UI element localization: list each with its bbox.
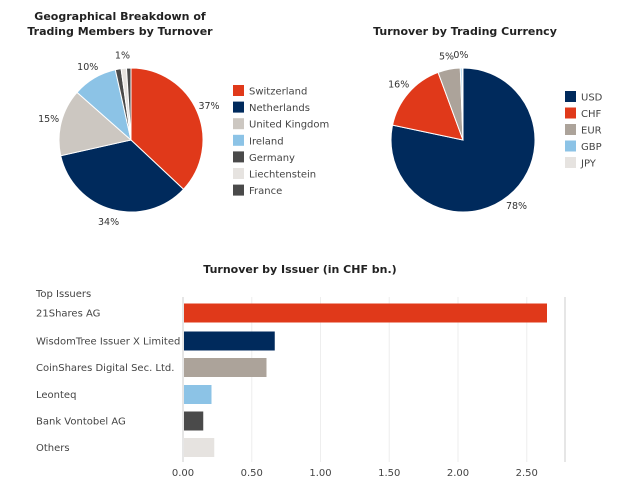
legend-label-switzerland: Switzerland — [249, 87, 307, 98]
x-tick-label: 0.00 — [172, 468, 194, 479]
pie2-data-label: 78% — [506, 201, 527, 212]
x-tick-label: 1.00 — [309, 468, 331, 479]
category-label: Leonteq — [36, 390, 76, 401]
legend-swatch — [233, 151, 244, 163]
pie1-data-label: 1% — [115, 50, 130, 61]
legend-swatch — [233, 184, 244, 196]
x-tick-label: 2.00 — [447, 468, 469, 479]
pie2-slice-usd — [390, 67, 536, 213]
legend-swatch — [233, 118, 244, 130]
category-label: CoinShares Digital Sec. Ltd. — [36, 363, 174, 374]
category-label: Bank Vontobel AG — [36, 417, 126, 428]
pie1-slice-netherlands — [60, 139, 185, 213]
legend-label-ireland: Ireland — [249, 136, 284, 147]
legend-swatch — [565, 91, 576, 102]
legend-swatch — [565, 124, 576, 135]
category-label: Others — [36, 443, 70, 454]
pie1-slice-united-kingdom — [58, 91, 133, 157]
bar-21shares-ag — [184, 303, 547, 323]
y-axis-title: Top Issuers — [35, 289, 91, 300]
pie2-data-label: 5% — [439, 52, 454, 63]
pie1-data-label: 34% — [98, 217, 119, 228]
legend-swatch — [233, 134, 244, 146]
pie1-slice-switzerland — [130, 67, 204, 190]
bar-leonteq — [184, 385, 212, 404]
legend-label-gbp: GBP — [581, 142, 602, 153]
legend-swatch — [233, 168, 244, 179]
legend-label-eur: EUR — [581, 126, 602, 137]
bar-bank-vontobel-ag — [184, 411, 204, 431]
legend-label-netherlands: Netherlands — [249, 103, 310, 114]
legend-swatch — [233, 85, 244, 96]
x-tick-label: 0.50 — [241, 468, 263, 479]
legend-label-chf: CHF — [581, 109, 602, 120]
x-tick-label: 2.50 — [516, 468, 538, 479]
pie2-data-label: 16% — [388, 79, 409, 90]
category-label: WisdomTree Issuer X Limited — [36, 337, 180, 348]
legend-label-jpy: JPY — [580, 159, 597, 170]
legend-label-usd: USD — [581, 93, 603, 104]
category-label: 21Shares AG — [36, 309, 100, 320]
bar-others — [184, 438, 215, 457]
pie1-title: Geographical Breakdown of Trading Member… — [27, 10, 213, 38]
bar-title: Turnover by Issuer (in CHF bn.) — [203, 263, 397, 276]
pie1-data-label: 37% — [198, 101, 219, 112]
bar-wisdomtree-issuer-x-limited — [184, 331, 275, 351]
x-tick-label: 1.50 — [378, 468, 400, 479]
legend-swatch — [565, 157, 576, 168]
legend-swatch — [565, 140, 576, 152]
pie1-data-label: 15% — [38, 114, 59, 125]
legend-label-germany: Germany — [249, 153, 295, 164]
legend-label-france: France — [249, 186, 282, 197]
legend-label-liechtenstein: Liechtenstein — [249, 170, 316, 181]
pie2-slice-chf — [391, 71, 464, 141]
pie2-data-label: 0% — [453, 50, 468, 61]
legend-swatch — [565, 107, 576, 119]
pie2-slice-jpy — [461, 67, 464, 141]
legend-swatch — [233, 101, 244, 113]
pie2-title: Turnover by Trading Currency — [373, 25, 557, 38]
pie1-slice-france — [125, 67, 132, 141]
pie1-data-label: 10% — [77, 62, 98, 73]
bar-coinshares-digital-sec-ltd- — [184, 358, 267, 377]
legend-label-united-kingdom: United Kingdom — [249, 120, 329, 131]
